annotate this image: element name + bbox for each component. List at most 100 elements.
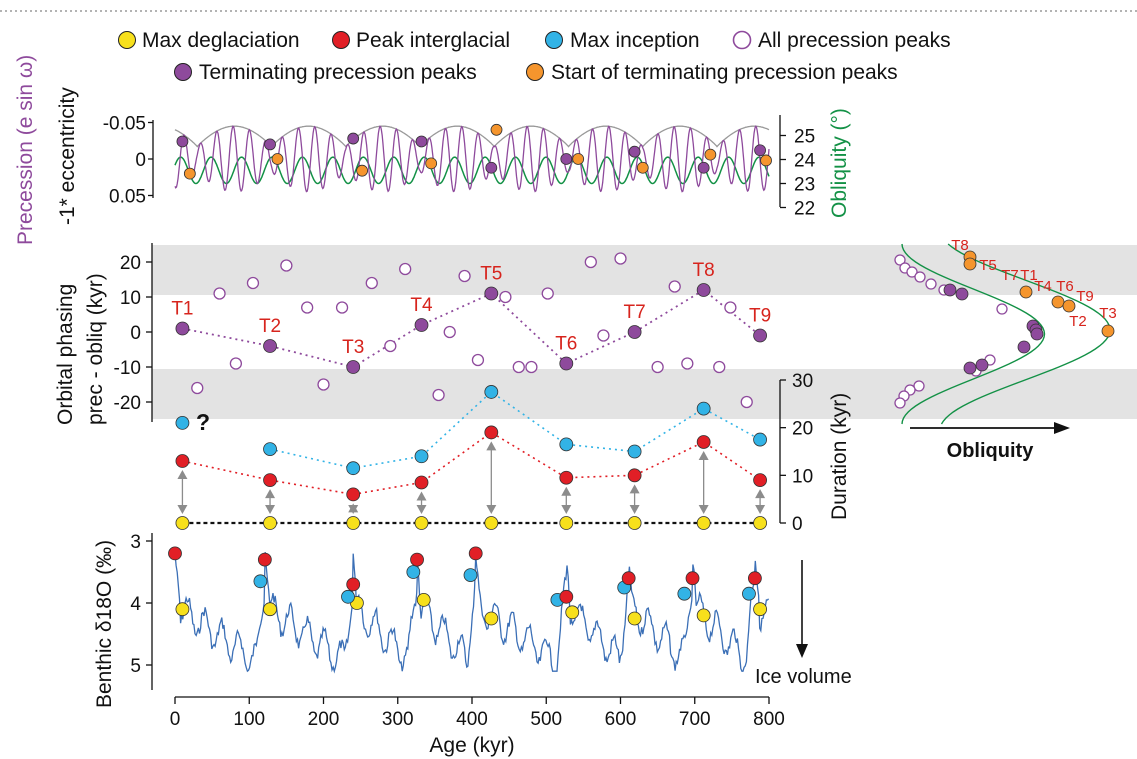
- max-inception-duration-marker: [414, 449, 429, 464]
- inset-start-peak-marker: [963, 257, 977, 271]
- terminating-peak-marker: [696, 283, 711, 297]
- orbital-panel: Precession (e sin ω) -1* eccentricity -0…: [14, 55, 851, 245]
- benthic-peak-interglacial-marker: [346, 577, 361, 592]
- benthic-peak-interglacial-marker: [468, 546, 483, 561]
- max-inception-duration-marker: [175, 415, 190, 430]
- duration-arrowhead-down: [348, 505, 359, 514]
- phasing-tick-label: 10: [120, 288, 141, 309]
- orbital-terminating-peak-marker: [560, 153, 573, 165]
- legend-item-terminating-precession-peaks: Terminating precession peaks: [174, 61, 477, 84]
- phasing-axis: 20 10 0 -10 -20: [114, 243, 153, 422]
- duration-axis-label: Duration (kyr): [828, 393, 851, 520]
- precession-peak-marker: [399, 262, 412, 276]
- precession-peak-marker: [365, 276, 378, 290]
- benthic-max-inception-marker: [253, 574, 268, 589]
- orbital-left-axis: -0.05 0 0.05: [103, 114, 154, 208]
- legend-marker-all-precession-peaks: [732, 30, 752, 50]
- duration-arrowhead-down: [561, 505, 572, 514]
- legend: Max deglaciation Peak interglacial Max i…: [118, 29, 951, 84]
- benthic-max-deglaciation-marker: [416, 593, 431, 607]
- precession-curve: [174, 125, 770, 193]
- benthic-peak-interglacial-marker: [747, 571, 762, 586]
- inset-termination-label: T8: [951, 237, 969, 254]
- legend-item-all-precession-peaks: All precession peaks: [732, 29, 951, 52]
- legend-item-max-inception: Max inception: [545, 29, 700, 52]
- termination-label: T7: [624, 302, 646, 323]
- orbital-start-peak-marker: [572, 153, 585, 165]
- precession-peak-marker: [713, 360, 726, 374]
- benthic-tick-label: 5: [130, 656, 141, 677]
- max-deglaciation-duration-marker: [696, 516, 711, 530]
- inset-precession-peak-marker: [914, 271, 926, 283]
- max-deglaciation-duration-marker: [175, 516, 190, 530]
- benthic-peak-interglacial-marker: [559, 589, 574, 604]
- age-tick-label: 300: [382, 709, 414, 730]
- duration-arrowhead-down: [177, 505, 188, 514]
- benthic-oxygen-curve: [174, 551, 770, 674]
- benthic-peak-interglacial-marker: [685, 571, 700, 586]
- inset-obliquity-curve-1: [901, 243, 1046, 425]
- inset-start-peak-marker: [1101, 324, 1115, 338]
- max-deglaciation-duration-marker: [346, 516, 361, 530]
- precession-peak-marker: [681, 357, 694, 370]
- benthic-max-deglaciation-marker: [565, 605, 580, 620]
- age-tick-label: 600: [605, 709, 637, 730]
- orbital-start-peak-marker: [271, 153, 284, 165]
- orbital-start-peak-marker: [636, 161, 649, 174]
- inset-termination-label: T7: [1001, 267, 1019, 284]
- benthic-max-inception-marker: [742, 586, 756, 601]
- termination-label: T2: [259, 316, 281, 337]
- duration-arrowhead-up: [698, 450, 709, 460]
- precession-peak-marker: [191, 381, 204, 395]
- duration-axis: 30 20 10 0: [779, 371, 813, 535]
- inset-terminating-peak-marker: [1017, 340, 1031, 354]
- precession-peak-marker: [651, 360, 664, 374]
- question-mark-annotation: ?: [196, 409, 210, 435]
- precession-peak-marker: [384, 339, 397, 353]
- max-inception-duration-marker: [696, 401, 711, 416]
- duration-arrowhead-down: [755, 505, 766, 514]
- inset-terminating-peak-marker: [943, 283, 957, 297]
- terminating-peak-marker: [414, 318, 429, 332]
- legend-label-start-of-terminating-precession-peaks: Start of terminating precession peaks: [551, 61, 898, 84]
- benthic-max-deglaciation-marker: [627, 611, 642, 626]
- max-deglaciation-duration-marker: [627, 516, 642, 530]
- peak-interglacial-duration-marker: [559, 470, 574, 485]
- benthic-peak-interglacial-marker: [257, 552, 272, 567]
- termination-label: T5: [480, 264, 502, 285]
- precession-peak-marker: [213, 287, 226, 300]
- precession-peak-marker: [724, 301, 737, 314]
- legend-item-max-deglaciation: Max deglaciation: [118, 29, 300, 52]
- benthic-peak-interglacial-marker: [168, 546, 182, 561]
- precession-peak-marker: [458, 269, 471, 283]
- orbital-left-tick-label: 0.05: [109, 187, 146, 208]
- precession-peak-marker: [584, 255, 597, 269]
- benthic-panel: Benthic δ18O (‰) 3 4 5 Ice volume 0 100 200 3…: [93, 532, 852, 757]
- orbital-start-peak-marker: [704, 148, 717, 161]
- precession-peak-marker: [541, 287, 554, 300]
- precession-peak-marker: [280, 259, 293, 272]
- duration-arrowhead-down: [486, 505, 497, 514]
- legend-marker-max-inception: [545, 31, 563, 49]
- precession-peak-marker: [512, 360, 525, 374]
- inset-start-peak-marker: [1062, 299, 1076, 313]
- legend-item-peak-interglacial: Peak interglacial: [332, 29, 510, 52]
- phasing-tick-label: -10: [114, 358, 141, 379]
- legend-marker-max-deglaciation: [118, 31, 136, 49]
- orbital-terminating-peak-marker: [264, 138, 276, 151]
- inset-precession-peak-marker: [894, 254, 906, 266]
- terminating-peak-marker: [175, 321, 190, 336]
- inset-terminating-peak-marker: [975, 358, 989, 372]
- orbital-right-axis: 25 24 23 22: [779, 115, 816, 220]
- termination-label: T8: [693, 260, 715, 281]
- benthic-axis: 3 4 5: [130, 532, 153, 690]
- benthic-axis-label: Benthic δ18O (‰): [93, 540, 116, 708]
- duration-arrowhead-up: [486, 441, 497, 451]
- inset-points: [894, 250, 1115, 409]
- benthic-max-deglaciation-marker: [753, 602, 767, 617]
- max-inception-duration-marker: [484, 385, 499, 399]
- orbital-terminating-peak-marker: [176, 135, 189, 148]
